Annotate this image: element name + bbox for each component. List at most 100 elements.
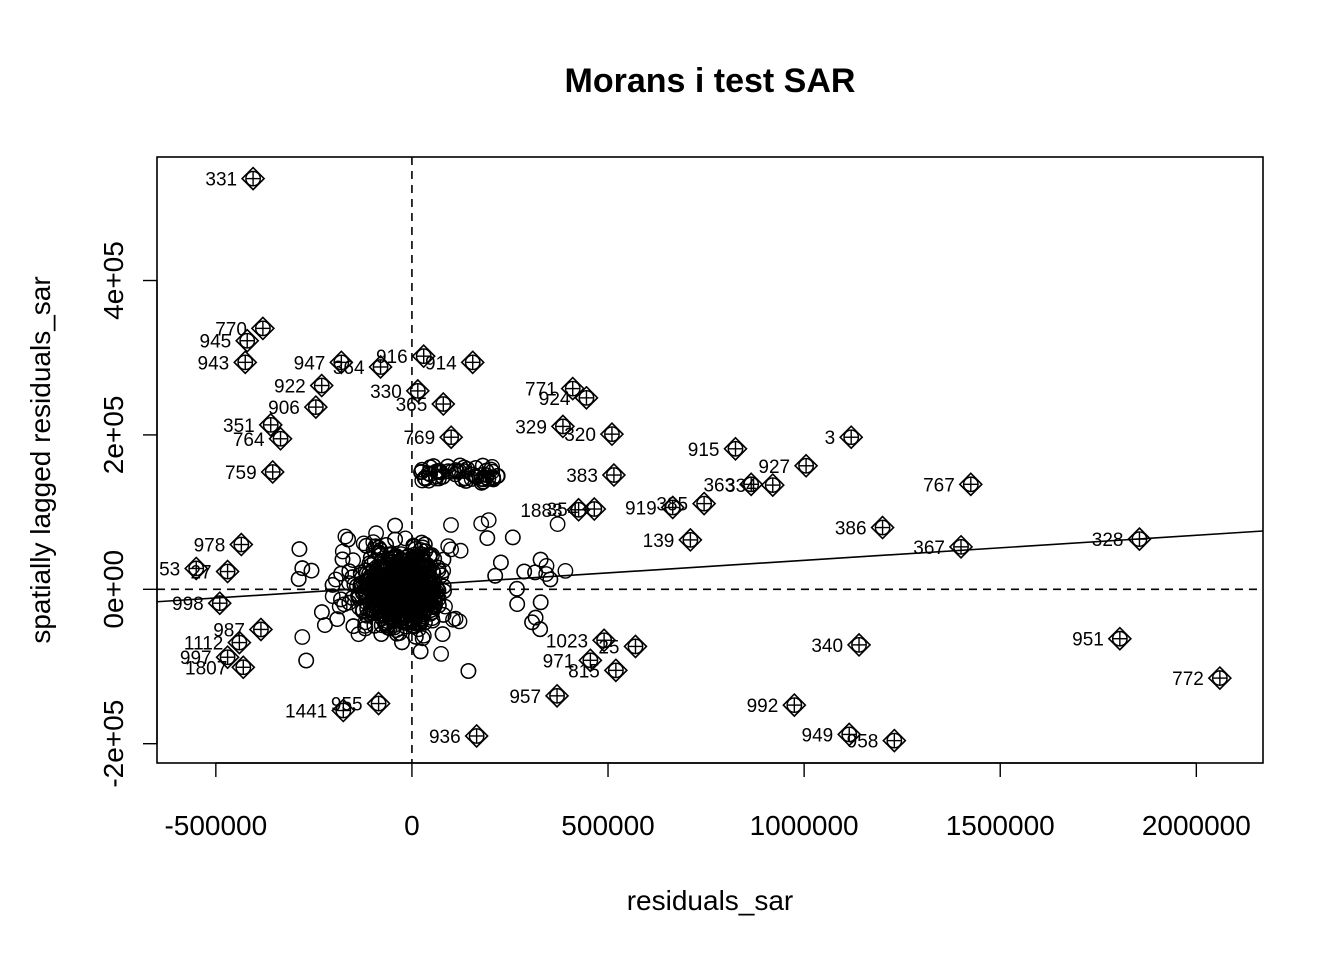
influential-point-diamond <box>248 617 274 642</box>
data-point <box>538 566 555 582</box>
influential-point-circle <box>604 426 620 443</box>
influential-point <box>591 628 617 653</box>
data-point <box>435 607 452 623</box>
influential-point-label: 770 <box>215 319 247 340</box>
influential-point-circle <box>555 418 571 435</box>
influential-point-label: 958 <box>847 732 879 753</box>
influential-point-label: 385 <box>656 495 688 516</box>
influential-point-circle <box>606 467 622 483</box>
influential-point-circle <box>231 634 248 651</box>
influential-point-label: 971 <box>543 651 575 672</box>
influential-point-circle <box>596 632 613 649</box>
influential-point-label: 354 <box>547 500 579 521</box>
influential-point-diamond <box>599 422 625 447</box>
influential-point-circle <box>586 501 603 517</box>
influential-point <box>948 534 974 559</box>
x-tick-label: 2000000 <box>1142 810 1251 841</box>
influential-point <box>560 376 585 401</box>
influential-point <box>623 634 648 659</box>
influential-point-circle <box>372 359 389 375</box>
influential-point <box>870 515 895 540</box>
data-point <box>417 602 433 619</box>
data-point <box>473 467 489 483</box>
influential-point-circle <box>370 695 387 712</box>
influential-point-circle <box>262 416 279 433</box>
data-point <box>352 566 369 583</box>
data-point <box>414 630 431 647</box>
data-point <box>426 551 443 567</box>
chart-title: Morans i test SAR <box>565 62 856 100</box>
influential-point-label: 951 <box>1072 630 1104 651</box>
x-tick-label: 0 <box>404 810 420 841</box>
data-point <box>316 617 333 633</box>
influential-point-diamond <box>240 166 266 191</box>
influential-point-label: 936 <box>429 727 461 748</box>
data-point <box>337 528 354 545</box>
influential-point-diamond <box>231 655 256 680</box>
influential-point <box>678 527 703 553</box>
y-tick-label: 4e+05 <box>98 241 129 320</box>
influential-point-label: 945 <box>200 332 232 353</box>
influential-point-label: 924 <box>539 389 571 410</box>
influential-point-diamond <box>258 412 283 438</box>
influential-point-circle <box>786 697 803 714</box>
influential-point-label: 351 <box>223 416 255 437</box>
data-point <box>341 594 358 611</box>
data-point <box>434 626 451 642</box>
data-point <box>527 609 544 626</box>
influential-point <box>837 722 862 747</box>
influential-point-label: 922 <box>274 377 306 398</box>
influential-point <box>250 316 276 341</box>
influential-point-label: 320 <box>564 425 596 446</box>
influential-point-diamond <box>691 491 717 516</box>
influential-point-circle <box>443 429 460 446</box>
influential-point-diamond <box>303 394 328 420</box>
data-point <box>532 594 549 611</box>
influential-point-diamond <box>782 692 807 718</box>
data-point <box>397 576 414 592</box>
influential-point-diamond <box>870 515 895 540</box>
influential-point <box>691 491 717 516</box>
influential-point-circle <box>962 476 979 493</box>
influential-point-diamond <box>329 350 354 375</box>
data-point <box>443 541 459 558</box>
influential-point-label: 365 <box>396 395 428 416</box>
data-point <box>412 643 429 660</box>
influential-point-label: 815 <box>568 661 600 682</box>
data-point <box>303 562 320 579</box>
influential-point-circle <box>313 377 330 394</box>
plot-frame <box>156 156 1264 764</box>
influential-point-diamond <box>268 426 293 451</box>
data-point <box>371 544 388 561</box>
data-point <box>451 613 468 630</box>
influential-point-diamond <box>227 630 252 655</box>
data-point <box>474 457 491 474</box>
influential-point <box>368 354 393 380</box>
influential-point-label: 139 <box>643 531 675 552</box>
influential-point <box>309 373 334 398</box>
influential-point-label: 330 <box>370 382 402 403</box>
data-point <box>475 473 492 490</box>
data-point <box>417 470 434 487</box>
influential-point-label: 914 <box>425 353 457 374</box>
influential-point-diamond <box>405 378 430 404</box>
influential-point-circle <box>254 320 271 337</box>
influential-point-label: 955 <box>331 695 363 716</box>
influential-point-label: 998 <box>172 594 204 615</box>
influential-point <box>258 412 283 438</box>
influential-point-circle <box>798 457 814 474</box>
data-point <box>388 622 405 638</box>
influential-point-diamond <box>660 495 685 520</box>
influential-point-circle <box>696 495 713 512</box>
influential-point-circle <box>578 389 595 406</box>
data-point <box>459 461 476 477</box>
influential-point <box>760 472 785 498</box>
data-point <box>413 534 430 551</box>
influential-point-circle <box>219 649 236 666</box>
data-point <box>480 512 497 528</box>
influential-point-diamond <box>837 722 862 747</box>
x-tick-label: 1500000 <box>946 810 1055 841</box>
influential-point-label: 383 <box>566 466 598 487</box>
influential-point <box>550 414 576 439</box>
influential-point-label: 919 <box>625 498 657 519</box>
